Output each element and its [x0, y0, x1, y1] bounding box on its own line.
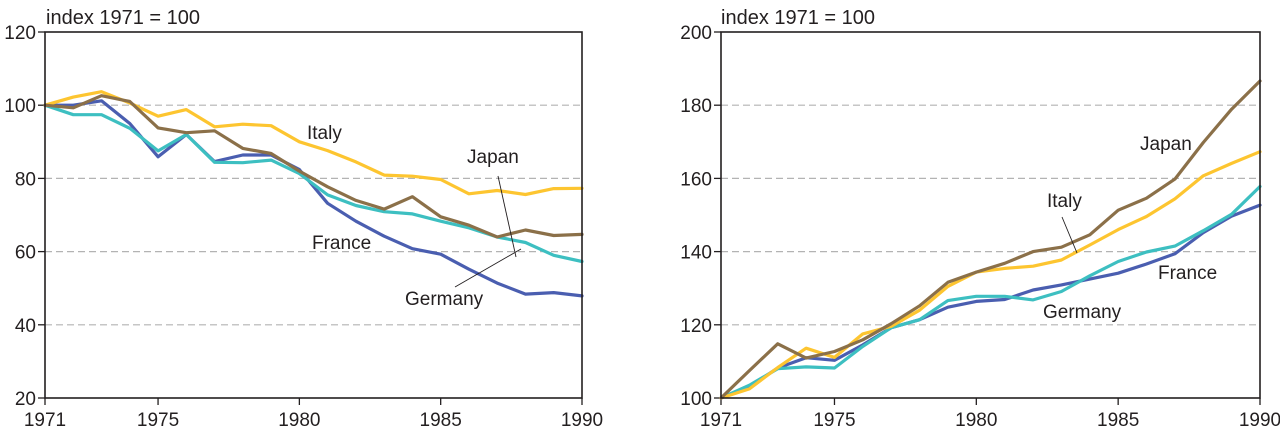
- right-y-tick-label: 120: [680, 316, 712, 337]
- left-plot-frame: [44, 31, 583, 399]
- left-series-france: [43, 99, 584, 298]
- left-label-japan: Japan: [467, 147, 519, 168]
- right-series-germany: [719, 184, 1262, 400]
- right-label-japan: Japan: [1140, 134, 1192, 155]
- left-x-tick-label: 1975: [137, 410, 179, 431]
- right-gridlines: [721, 104, 1260, 326]
- right-x-tick-label: 1990: [1239, 410, 1280, 431]
- right-x-tick-label: 1971: [700, 410, 742, 431]
- right-x-tick-label: 1985: [1097, 410, 1139, 431]
- left-x-tick-label: 1971: [24, 410, 66, 431]
- left-y-tick-label: 120: [4, 23, 36, 44]
- left-chart: 20 40 60 80 100 120 1971 1975 1980 1985 1990 inde…: [4, 7, 603, 431]
- right-series-lines: [719, 79, 1262, 400]
- left-y-tick-label: 80: [15, 169, 36, 190]
- right-unit-label: index 1971 = 100: [721, 7, 875, 29]
- right-series-japan: [719, 79, 1262, 400]
- left-y-tick-label: 40: [15, 316, 36, 337]
- left-x-tick-label: 1985: [420, 410, 462, 431]
- left-y-axis: 20 40 60 80 100 120: [4, 23, 45, 410]
- left-x-axis: 1971 1975 1980 1985 1990: [24, 398, 603, 431]
- left-japan-leader-line: [497, 175, 517, 258]
- right-x-tick-label: 1980: [955, 410, 997, 431]
- right-label-france: France: [1158, 263, 1217, 284]
- left-label-france: France: [312, 233, 371, 254]
- right-x-tick-label: 1975: [813, 410, 855, 431]
- left-series-lines: [43, 90, 584, 298]
- right-series-france: [719, 203, 1262, 400]
- left-x-tick-label: 1980: [278, 410, 320, 431]
- right-x-axis: 1971 1975 1980 1985 1990: [700, 398, 1280, 431]
- right-plot-frame: [720, 31, 1261, 399]
- right-series-italy: [719, 150, 1262, 400]
- right-y-tick-label: 180: [680, 96, 712, 117]
- right-y-tick-label: 160: [680, 169, 712, 190]
- right-y-tick-label: 200: [680, 23, 712, 44]
- right-y-tick-label: 140: [680, 243, 712, 264]
- left-x-tick-label: 1990: [561, 410, 603, 431]
- left-label-germany: Germany: [405, 289, 484, 310]
- left-unit-label: index 1971 = 100: [46, 7, 200, 29]
- left-y-tick-label: 60: [15, 243, 36, 264]
- left-germany-leader-line: [454, 248, 522, 288]
- right-y-tick-label: 100: [680, 389, 712, 410]
- right-y-axis: 100 120 140 160 180 200: [680, 23, 721, 410]
- left-series-japan: [43, 94, 584, 239]
- left-label-italy: Italy: [307, 123, 342, 144]
- right-label-italy: Italy: [1047, 191, 1082, 212]
- right-label-germany: Germany: [1043, 302, 1122, 323]
- left-y-tick-label: 100: [4, 96, 36, 117]
- left-y-tick-label: 20: [15, 389, 36, 410]
- right-italy-leader-line: [1061, 216, 1078, 254]
